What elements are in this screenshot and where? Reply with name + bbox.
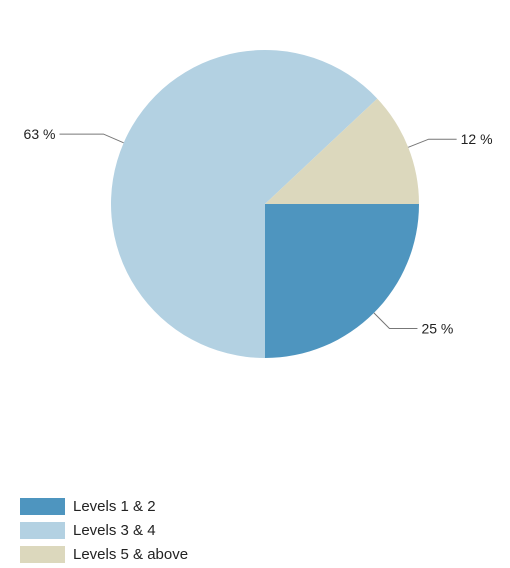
pie-slice-levels-3-4 <box>111 50 378 359</box>
legend-label-levels-3-4: Levels 3 & 4 <box>73 521 156 539</box>
leader-line-levels-1-2 <box>373 312 418 329</box>
legend-label-levels-5-above: Levels 5 & above <box>73 545 189 563</box>
legend-swatch-levels-5-above <box>20 545 65 563</box>
slice-value-label-levels-1-2: 25 % <box>421 320 453 336</box>
pie-slice-levels-5-above <box>265 98 419 204</box>
slice-value-label-levels-5-above: 12 % <box>461 131 493 147</box>
pie-slice-levels-1-2 <box>265 204 419 358</box>
leader-line-levels-3-4 <box>59 133 124 144</box>
slice-value-label-levels-3-4: 63 % <box>24 126 56 142</box>
legend-label-levels-1-2: Levels 1 & 2 <box>73 497 156 515</box>
legend-item-levels-1-2: Levels 1 & 2 <box>20 495 188 517</box>
legend-swatch-levels-1-2 <box>20 497 65 515</box>
legend-swatch-levels-3-4 <box>20 521 65 539</box>
leader-line-levels-5-above <box>408 138 457 148</box>
legend-item-levels-5-above: Levels 5 & above <box>20 543 188 565</box>
legend-item-levels-3-4: Levels 3 & 4 <box>20 519 188 541</box>
legend: Levels 1 & 2 Levels 3 & 4 Levels 5 & abo… <box>20 495 188 567</box>
